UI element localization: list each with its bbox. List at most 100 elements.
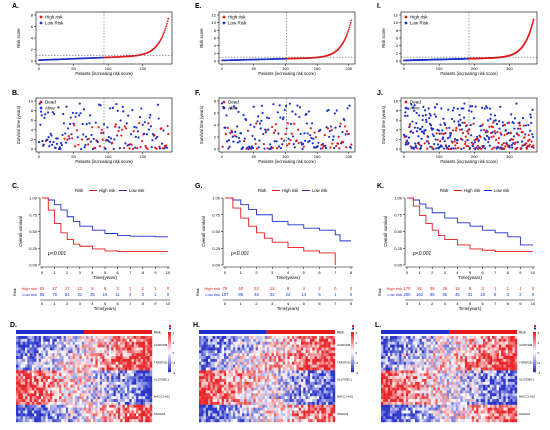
survival-point [309, 127, 312, 130]
heatmap-cell [25, 384, 28, 388]
heatmap-cell [88, 393, 91, 397]
heatmap-cell [228, 356, 231, 360]
heatmap-cell [251, 387, 254, 391]
heatmap-cell [127, 399, 130, 403]
heatmap-cell [56, 376, 60, 380]
heatmap-cell [246, 336, 250, 340]
heatmap-cell [142, 419, 146, 423]
heatmap-cell [59, 353, 62, 357]
heatmap-cell [40, 416, 44, 420]
heatmap-cell [36, 367, 39, 371]
heatmap-cell [72, 336, 76, 340]
heatmap-cell [142, 376, 146, 380]
heatmap-cell [239, 338, 243, 342]
survival-point [156, 135, 159, 138]
heatmap-cell [230, 399, 234, 403]
heatmap-cell [303, 416, 306, 420]
heatmap-cell [147, 416, 150, 420]
heatmap-cell [226, 353, 229, 357]
heatmap-cell [312, 353, 315, 357]
heatmap-cell [29, 401, 33, 405]
survival-point [139, 145, 142, 149]
heatmap-cell [239, 396, 243, 400]
heatmap-cell [29, 338, 33, 342]
heatmap-cell [99, 419, 103, 423]
heatmap-cell [235, 361, 238, 365]
heatmap-cell [99, 356, 103, 360]
heatmap-cell [133, 384, 137, 388]
heatmap-cell [248, 384, 252, 388]
heatmap-cell [316, 356, 320, 360]
heatmap-cell [264, 344, 268, 348]
panel-letter: E. [195, 3, 202, 10]
heatmap-cell [242, 419, 245, 423]
heatmap-cell [212, 416, 216, 420]
heatmap-cell [251, 364, 254, 368]
heatmap-cell [230, 381, 234, 385]
heatmap-cell [29, 358, 33, 362]
heatmap-cell [332, 387, 336, 391]
heatmap-cell [201, 341, 204, 345]
heatmap-cell [115, 416, 119, 420]
heatmap-cell [332, 376, 336, 380]
heatmap-cell [228, 353, 231, 357]
heatmap-cell [34, 393, 37, 397]
heatmap-cell [301, 379, 304, 383]
heatmap-cell [84, 373, 87, 377]
survival-point [83, 146, 86, 149]
heatmap-cell [219, 356, 222, 360]
survival-point [329, 146, 332, 149]
heatmap-cell [312, 356, 315, 360]
heatmap-cell [253, 370, 256, 374]
heatmap-cell [226, 413, 229, 417]
heatmap-cell [70, 367, 73, 371]
heatmap-cell [226, 384, 229, 388]
heatmap-cell [43, 370, 46, 374]
heatmap-cell [233, 413, 236, 417]
heatmap-cell [18, 401, 21, 405]
heatmap-cell [122, 347, 125, 351]
heatmap-cell [27, 364, 30, 368]
heatmap-cell [131, 364, 135, 368]
heatmap-cell [29, 347, 33, 351]
heatmap-cell [280, 399, 284, 403]
survival-point [145, 146, 148, 149]
heatmap-cell [140, 367, 144, 371]
heatmap-cell [102, 364, 105, 368]
risk-table-cell: 5 [318, 292, 321, 297]
heatmap-cell [108, 381, 112, 385]
survival-point [97, 126, 100, 129]
heatmap-cell [201, 381, 204, 385]
heatmap-cell [269, 373, 272, 377]
heatmap-cell [244, 370, 247, 374]
heatmap-cell [325, 338, 329, 342]
heatmap-cell [201, 367, 204, 371]
heatmap-cell [108, 356, 112, 360]
heatmap-cell [43, 367, 46, 371]
heatmap-cell [86, 390, 89, 394]
heatmap-cell [251, 410, 254, 414]
risk-table-row-label: High risk [204, 286, 220, 291]
heatmap-cell [285, 370, 288, 374]
heatmap-cell [65, 373, 69, 377]
survival-point [276, 147, 279, 150]
heatmap-cell [332, 384, 336, 388]
heatmap-cell [312, 361, 315, 365]
heatmap-cell [296, 399, 299, 403]
heatmap-cell [280, 336, 284, 340]
heatmap-cell [102, 381, 105, 385]
heatmap-cell [77, 399, 80, 403]
heatmap-cell [314, 364, 318, 368]
ytick-label: 10 [29, 99, 34, 104]
survival-point [147, 128, 151, 131]
heatmap-cell [273, 350, 277, 354]
heatmap-cell [147, 419, 150, 423]
ytick-label: 2 [214, 135, 217, 140]
km-legend-label: High risk [99, 188, 116, 193]
heatmap-cell [310, 344, 313, 348]
survival-point [65, 105, 68, 108]
survival-point [232, 105, 236, 108]
heatmap-cell [205, 387, 209, 391]
heatmap-cell [257, 336, 261, 340]
heatmap-cell [40, 358, 44, 362]
